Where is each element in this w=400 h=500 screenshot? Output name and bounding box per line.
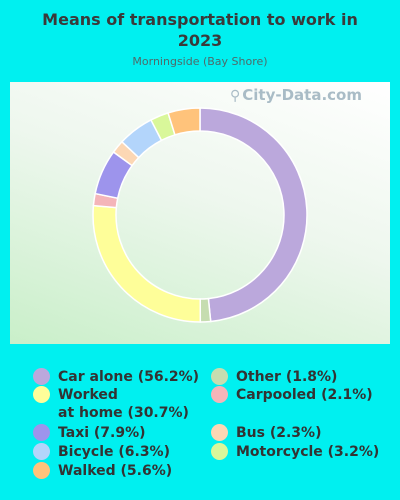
- legend-item: Carpooled (2.1%): [211, 386, 373, 404]
- watermark-text: City-Data.com: [242, 86, 362, 104]
- legend-label: Bicycle (6.3%): [58, 444, 170, 460]
- legend-label: Walked (5.6%): [58, 463, 173, 479]
- legend-item: Motorcycle (3.2%): [211, 443, 379, 461]
- search-icon: ⚲: [230, 88, 241, 104]
- donut-slice-0: [199, 107, 308, 323]
- donut-slice-8: [167, 107, 201, 136]
- legend-label: Motorcycle (3.2%): [236, 444, 380, 460]
- legend-swatch: [33, 443, 50, 460]
- watermark: ⚲ City-Data.com: [230, 86, 362, 104]
- legend-swatch: [33, 386, 50, 403]
- legend-swatch: [33, 462, 50, 479]
- legend-label: Worked at home (30.7%): [58, 387, 189, 421]
- legend-item: Car alone (56.2%): [33, 368, 199, 386]
- legend-item: Worked at home (30.7%): [33, 386, 189, 422]
- legend-label: Carpooled (2.1%): [236, 387, 373, 403]
- chart-subtitle: Morningside (Bay Shore): [132, 55, 268, 68]
- chart-title: Means of transportation to work in 2023: [42, 10, 358, 50]
- legend-swatch: [211, 443, 228, 460]
- legend-swatch: [211, 386, 228, 403]
- donut-chart: [92, 107, 308, 323]
- legend-item: Bus (2.3%): [211, 424, 321, 442]
- legend-item: Walked (5.6%): [33, 462, 172, 480]
- legend-swatch: [211, 424, 228, 441]
- legend-swatch: [33, 368, 50, 385]
- legend-label: Car alone (56.2%): [58, 369, 200, 385]
- legend-item: Other (1.8%): [211, 368, 337, 386]
- legend-swatch: [33, 424, 50, 441]
- legend-label: Taxi (7.9%): [58, 425, 146, 441]
- donut-slice-2: [92, 204, 202, 323]
- legend-swatch: [211, 368, 228, 385]
- donut-slice-1: [199, 297, 212, 323]
- legend-label: Other (1.8%): [236, 369, 338, 385]
- legend-item: Taxi (7.9%): [33, 424, 146, 442]
- legend: Car alone (56.2%) Other (1.8%) Worked at h…: [0, 362, 400, 492]
- legend-label: Bus (2.3%): [236, 425, 322, 441]
- legend-item: Bicycle (6.3%): [33, 443, 170, 461]
